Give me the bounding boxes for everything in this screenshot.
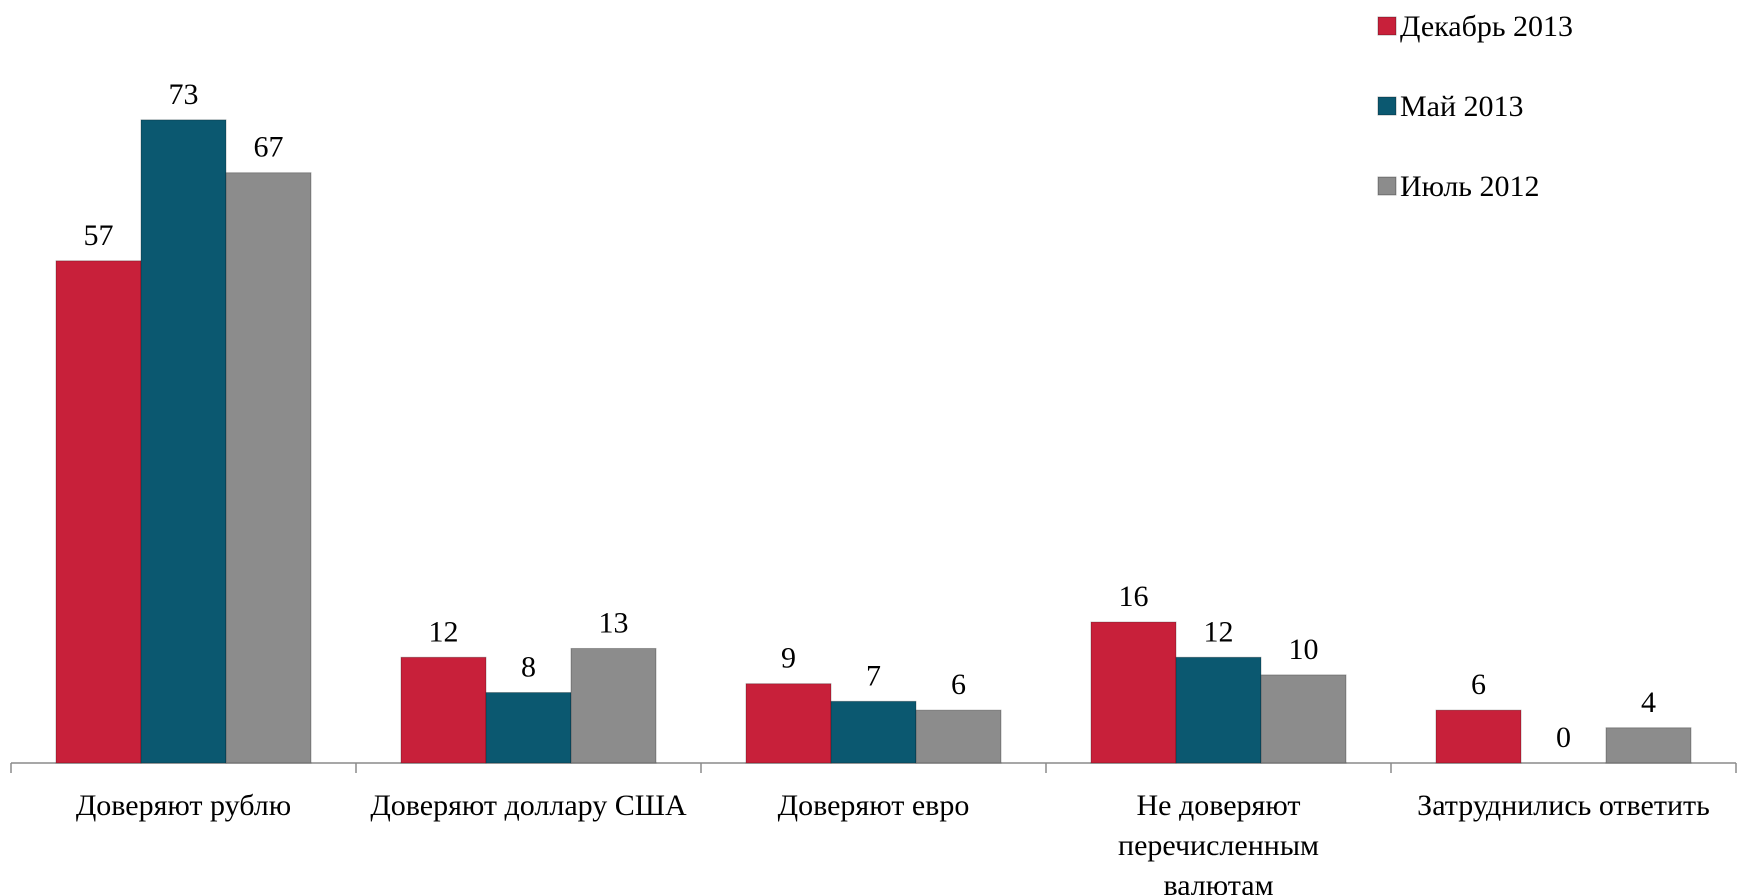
data-label: 6 — [1471, 668, 1486, 701]
bar — [1435, 709, 1522, 764]
data-label: 6 — [951, 668, 966, 701]
data-label: 12 — [429, 615, 459, 648]
data-label: 16 — [1119, 580, 1149, 613]
data-label: 73 — [169, 78, 199, 111]
bar — [400, 656, 487, 764]
legend-swatch — [1377, 96, 1397, 116]
legend-swatch — [1377, 176, 1397, 196]
bar — [55, 260, 142, 764]
data-label: 12 — [1204, 615, 1234, 648]
data-label: 9 — [781, 642, 796, 675]
x-tick-label-line: валютам — [1163, 869, 1273, 895]
data-label: 13 — [599, 606, 629, 639]
data-label: 67 — [254, 131, 284, 164]
bar — [1605, 727, 1692, 764]
bar — [1090, 621, 1177, 764]
bar — [915, 709, 1002, 764]
bar — [745, 683, 832, 764]
data-label: 7 — [866, 659, 881, 692]
legend-label: Декабрь 2013 — [1400, 10, 1573, 43]
bar — [1175, 656, 1262, 764]
data-label: 8 — [521, 651, 536, 684]
x-tick-label: Доверяют доллару США — [370, 789, 687, 822]
bar — [1260, 674, 1347, 764]
x-tick-label-line: Не доверяют — [1137, 789, 1301, 822]
x-tick-label: Не доверяют перечисленным валютам — [1118, 789, 1319, 895]
bar — [485, 692, 572, 764]
data-label: 0 — [1556, 721, 1571, 754]
bar — [225, 172, 312, 764]
x-tick-label: Доверяют евро — [778, 789, 970, 822]
data-label: 57 — [84, 219, 114, 252]
legend-label: Май 2013 — [1400, 90, 1524, 123]
bar — [830, 700, 917, 764]
x-tick-label-line: перечисленным — [1118, 829, 1319, 862]
bar — [570, 647, 657, 764]
x-tick-label: Доверяют рублю — [76, 789, 291, 822]
data-label: 4 — [1641, 686, 1656, 719]
legend-swatch — [1377, 16, 1397, 36]
bar — [140, 119, 227, 764]
data-label: 10 — [1289, 633, 1319, 666]
x-tick-label: Затруднились ответить — [1417, 789, 1710, 822]
legend-label: Июль 2012 — [1400, 170, 1539, 203]
